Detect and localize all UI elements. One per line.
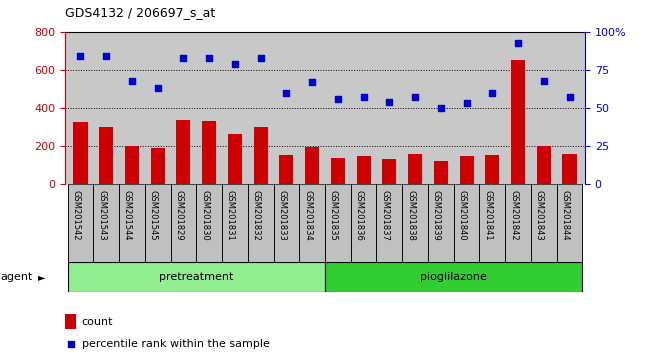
Bar (331, 158, 345, 184)
Text: GSM201840: GSM201840 (458, 190, 467, 241)
Text: GSM201836: GSM201836 (355, 190, 363, 241)
Bar (428, 184, 454, 262)
Bar (305, 147, 319, 184)
Point (436, 105, 446, 111)
Point (539, 78, 549, 84)
Bar (556, 184, 582, 262)
Text: GSM201838: GSM201838 (406, 190, 415, 241)
Text: pioglilazone: pioglilazone (421, 272, 487, 282)
Text: GSM201839: GSM201839 (432, 190, 441, 241)
Bar (227, 134, 242, 184)
Point (564, 95, 575, 100)
Bar (280, 155, 293, 184)
Text: agent: agent (1, 272, 33, 282)
Bar (299, 184, 325, 262)
Text: GSM201843: GSM201843 (535, 190, 544, 241)
Point (101, 53, 111, 59)
Bar (125, 146, 139, 184)
Bar (222, 184, 248, 262)
Bar (248, 184, 274, 262)
Point (178, 55, 188, 61)
Text: GSM201835: GSM201835 (329, 190, 338, 241)
Bar (511, 61, 525, 184)
Bar (73, 122, 88, 184)
Point (75, 53, 86, 59)
Text: GSM201545: GSM201545 (149, 190, 158, 241)
Bar (68, 184, 94, 262)
Bar (170, 184, 196, 262)
Point (384, 99, 395, 105)
Point (127, 78, 137, 84)
Bar (454, 184, 480, 262)
Bar (325, 184, 351, 262)
Text: GSM201542: GSM201542 (72, 190, 81, 241)
Bar (176, 120, 190, 184)
Bar (376, 184, 402, 262)
Bar (145, 184, 170, 262)
Text: GSM201830: GSM201830 (200, 190, 209, 241)
Point (372, 268, 382, 274)
Point (307, 79, 317, 85)
Point (410, 95, 421, 100)
Text: GSM201834: GSM201834 (303, 190, 312, 241)
Bar (531, 184, 556, 262)
Text: ►: ► (38, 272, 46, 282)
Bar (151, 148, 164, 184)
Bar (480, 184, 505, 262)
Bar (196, 184, 222, 262)
Text: count: count (82, 317, 113, 327)
Bar (382, 159, 396, 184)
Text: GSM201829: GSM201829 (174, 190, 183, 241)
Point (333, 96, 343, 102)
Text: GSM201842: GSM201842 (509, 190, 518, 241)
Text: GSM201844: GSM201844 (560, 190, 569, 241)
Bar (351, 184, 376, 262)
Bar (202, 121, 216, 184)
Text: GSM201841: GSM201841 (484, 190, 492, 241)
Bar (119, 184, 145, 262)
Point (462, 101, 472, 106)
Bar (274, 184, 299, 262)
Point (358, 95, 369, 100)
Bar (94, 184, 119, 262)
Bar (537, 146, 551, 184)
Text: GSM201544: GSM201544 (123, 190, 132, 241)
Text: GDS4132 / 206697_s_at: GDS4132 / 206697_s_at (65, 6, 215, 19)
Text: GSM201837: GSM201837 (380, 190, 389, 241)
Bar (402, 184, 428, 262)
Text: pretreatment: pretreatment (159, 272, 233, 282)
Bar (434, 161, 448, 184)
Bar (486, 155, 499, 184)
Point (255, 55, 266, 61)
Point (513, 40, 523, 45)
Text: percentile rank within the sample: percentile rank within the sample (82, 339, 270, 349)
Bar (505, 184, 531, 262)
Bar (65, 314, 77, 329)
Bar (254, 127, 268, 184)
Bar (357, 156, 370, 184)
Bar (325, 262, 582, 292)
Text: GSM201831: GSM201831 (226, 190, 235, 241)
Text: GSM201833: GSM201833 (278, 190, 287, 241)
Text: GSM201832: GSM201832 (252, 190, 261, 241)
Bar (562, 154, 577, 184)
Point (281, 90, 292, 96)
Point (487, 90, 497, 96)
Point (153, 85, 163, 91)
Point (204, 55, 214, 61)
Bar (68, 262, 325, 292)
Bar (99, 127, 113, 184)
Text: GSM201543: GSM201543 (98, 190, 106, 241)
Point (229, 61, 240, 67)
Bar (460, 156, 474, 184)
Bar (408, 154, 422, 184)
